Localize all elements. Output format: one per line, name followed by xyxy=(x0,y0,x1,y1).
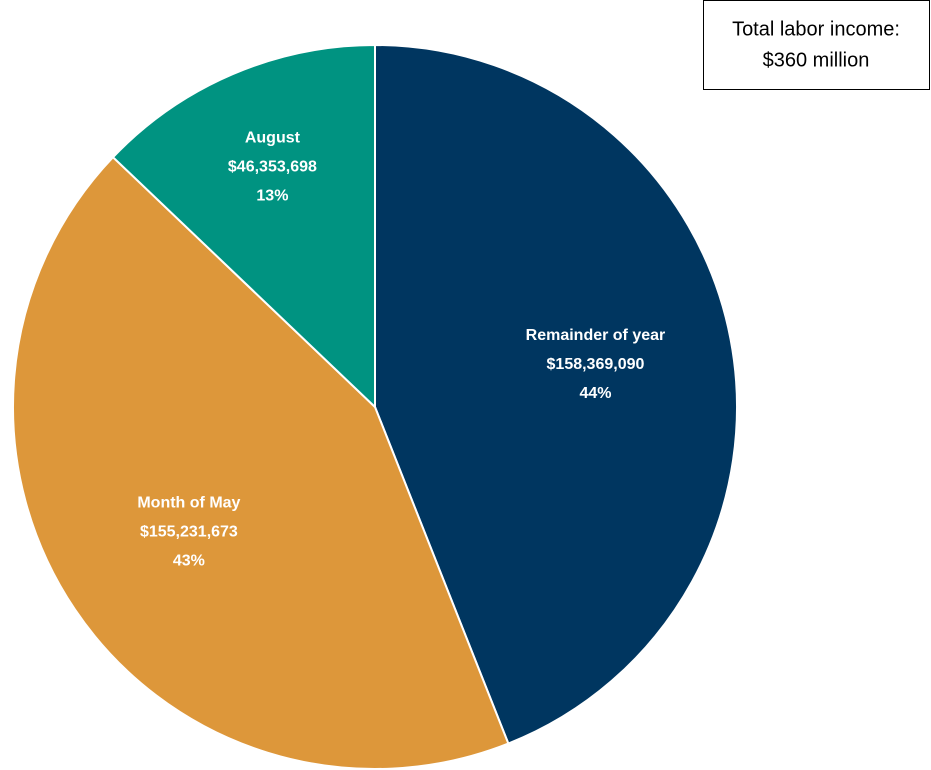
pie-slice xyxy=(111,43,376,410)
slice-label: Remainder of year xyxy=(526,327,666,344)
annotation-line: $360 million xyxy=(763,49,870,71)
slice-value-label: $155,231,673 xyxy=(140,524,238,541)
slice-percent-label: 44% xyxy=(579,385,611,402)
slice-value-label: $46,353,698 xyxy=(228,159,317,176)
slice-percent-label: 13% xyxy=(256,188,288,205)
pie-slice xyxy=(374,43,738,745)
slice-label: August xyxy=(245,130,301,147)
slice-percent-label: 43% xyxy=(173,553,205,570)
pie-slice xyxy=(12,155,510,770)
annotation-line: Total labor income: xyxy=(732,18,900,40)
slice-value-label: $158,369,090 xyxy=(547,356,645,373)
annotation-box xyxy=(703,0,930,90)
slice-label: Month of May xyxy=(137,495,240,512)
